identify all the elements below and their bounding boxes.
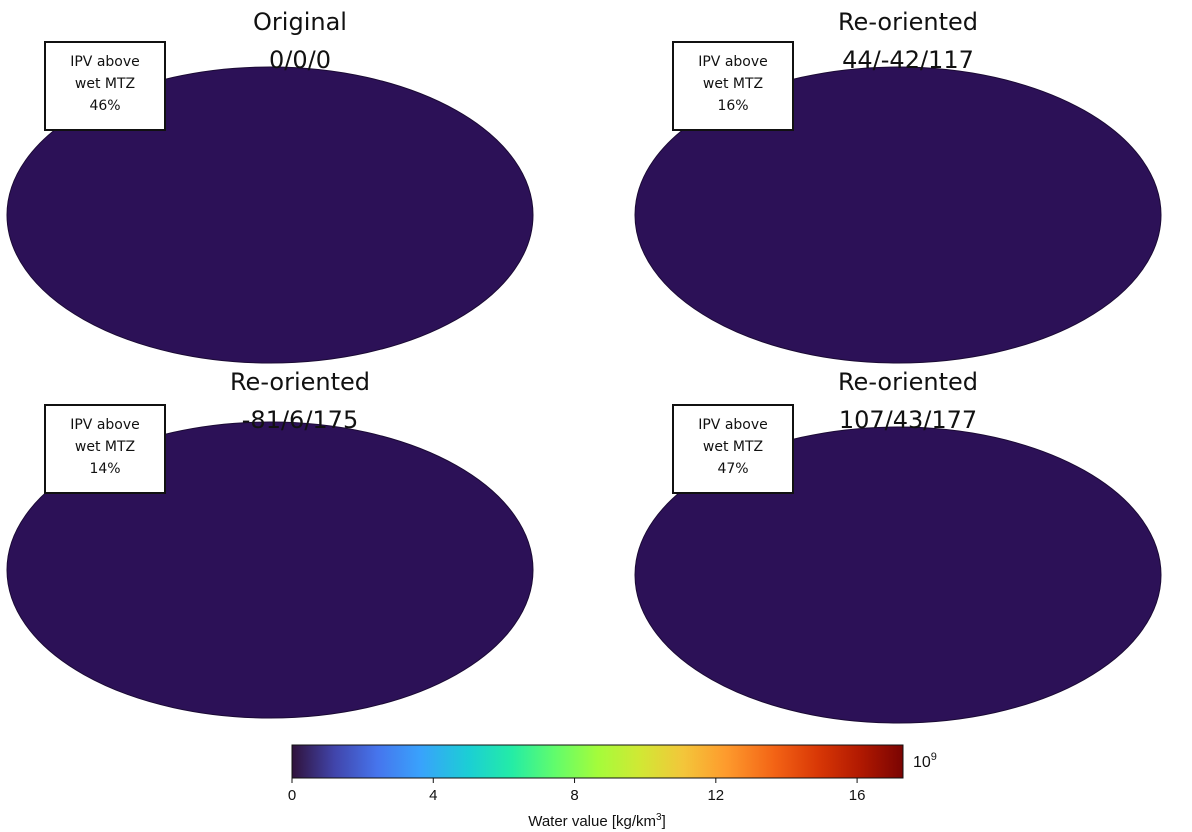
panel-subtitle: -81/6/175: [242, 406, 358, 434]
info-box-line: 46%: [89, 98, 120, 114]
info-box-line: IPV above: [70, 54, 140, 70]
info-box-line: 47%: [717, 461, 748, 477]
map-panel: Re-oriented 107/43/177 IPV above wet MTZ 47%: [635, 368, 1161, 723]
panel-subtitle: 107/43/177: [839, 406, 977, 434]
info-box-line: IPV above: [70, 417, 140, 433]
exponent-power: 9: [931, 751, 937, 763]
label-end: ]: [662, 813, 666, 830]
panel-title: Original: [253, 8, 347, 36]
panel-subtitle: 0/0/0: [269, 46, 331, 74]
info-box-line: wet MTZ: [75, 439, 135, 455]
label-text: Water value [kg/km: [528, 813, 656, 830]
colorbar-tick-label: 0: [288, 787, 296, 804]
info-box-line: 14%: [89, 461, 120, 477]
info-box-line: IPV above: [698, 54, 768, 70]
info-box-line: 16%: [717, 98, 748, 114]
map-panel: Re-oriented 44/-42/117 IPV above wet MTZ 16%: [635, 8, 1161, 363]
panel-subtitle: 44/-42/117: [842, 46, 974, 74]
colorbar-tick-label: 16: [849, 787, 866, 804]
colorbar-label: Water value [kg/km3]: [528, 812, 666, 830]
colorbar-exponent: 109: [913, 751, 937, 771]
map-panel: Original 0/0/0 IPV above wet MTZ 46%: [7, 8, 533, 363]
exponent-base: 10: [913, 754, 931, 771]
panel-title: Re-oriented: [838, 8, 978, 36]
colorbar-tick-label: 12: [707, 787, 724, 804]
panel-title: Re-oriented: [230, 368, 370, 396]
colorbar: [292, 745, 903, 778]
colorbar-tick-label: 8: [570, 787, 578, 804]
info-box-line: wet MTZ: [703, 76, 763, 92]
info-box-line: wet MTZ: [75, 76, 135, 92]
colorbar-tick-label: 4: [429, 787, 437, 804]
info-box-line: IPV above: [698, 417, 768, 433]
figure: Original 0/0/0 IPV above wet MTZ 46% Re-orien…: [0, 0, 1192, 832]
panel-title: Re-oriented: [838, 368, 978, 396]
info-box-line: wet MTZ: [703, 439, 763, 455]
map-panel: Re-oriented -81/6/175 IPV above wet MTZ 14%: [7, 368, 533, 718]
